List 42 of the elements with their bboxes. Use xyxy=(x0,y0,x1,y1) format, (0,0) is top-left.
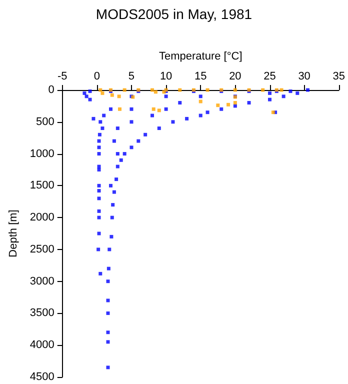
point xyxy=(100,91,104,95)
point xyxy=(261,88,265,92)
point xyxy=(178,88,182,92)
point xyxy=(216,104,220,108)
y-tick-label: 3500 xyxy=(30,307,54,320)
x-axis-title: Temperature [°C] xyxy=(158,50,242,62)
x-tick-label: -5 xyxy=(57,70,68,82)
point xyxy=(122,88,126,92)
y-tick-label: 2000 xyxy=(30,212,54,224)
x-tick-label: 10 xyxy=(160,70,172,82)
point xyxy=(110,93,114,97)
y-tick-label: 1000 xyxy=(30,148,54,160)
point xyxy=(118,107,122,111)
y-tick-label: 500 xyxy=(36,116,54,128)
y-tick-label: 1500 xyxy=(30,180,54,192)
x-tick-label: 30 xyxy=(298,70,310,82)
y-tick-label: 4000 xyxy=(30,339,54,352)
y-tick-label: 2500 xyxy=(30,243,54,256)
y-tick-label: 4500 xyxy=(30,371,54,383)
x-tick-label: 5 xyxy=(128,70,135,82)
point xyxy=(198,100,202,104)
point xyxy=(280,88,284,92)
chart-title: MODS2005 in May, 1981 xyxy=(96,6,252,22)
point xyxy=(152,107,156,111)
point xyxy=(226,102,230,106)
x-tick-label: 35 xyxy=(332,70,346,82)
point xyxy=(233,101,237,105)
point xyxy=(117,94,121,98)
x-tick-label: 20 xyxy=(229,70,242,82)
point xyxy=(206,88,210,92)
y-axis-title: Depth [m] xyxy=(8,210,20,258)
point xyxy=(157,108,161,112)
x-tick-label: 0 xyxy=(94,70,100,82)
point xyxy=(154,90,158,94)
y-tick-label: 3000 xyxy=(30,275,54,288)
point xyxy=(271,110,275,114)
point xyxy=(233,88,237,92)
point xyxy=(150,88,154,92)
x-tick-label: 25 xyxy=(264,70,276,82)
x-tick-label: 15 xyxy=(194,70,207,82)
point xyxy=(98,88,102,92)
y-tick-label: 0 xyxy=(48,84,54,96)
